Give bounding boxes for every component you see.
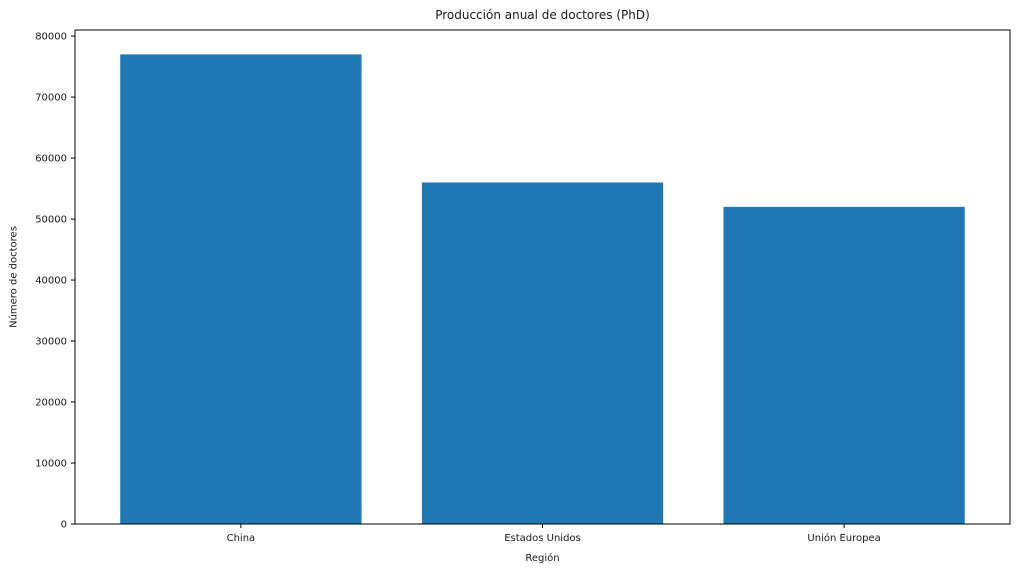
y-tick-label: 60000	[35, 154, 67, 165]
x-axis-label: Región	[525, 553, 560, 564]
bar-china	[120, 54, 362, 525]
bar-estados-unidos	[421, 182, 664, 525]
y-tick-label: 70000	[35, 93, 67, 104]
y-tick-label: 50000	[35, 215, 67, 226]
y-tick-label: 30000	[35, 337, 67, 348]
y-tick-label: 0	[61, 520, 67, 531]
x-tick-label: Estados Unidos	[504, 533, 581, 544]
bar-unión-europea	[723, 206, 965, 524]
x-tick-label: Unión Europea	[807, 532, 880, 544]
y-tick-label: 80000	[35, 32, 67, 43]
y-tick-label: 20000	[35, 398, 67, 409]
y-tick-label: 10000	[35, 459, 67, 470]
y-tick-label: 40000	[35, 276, 67, 287]
chart-title: Producción anual de doctores (PhD)	[435, 8, 650, 22]
y-axis-label: Número de doctores	[8, 226, 20, 328]
x-tick-label: China	[227, 533, 256, 544]
